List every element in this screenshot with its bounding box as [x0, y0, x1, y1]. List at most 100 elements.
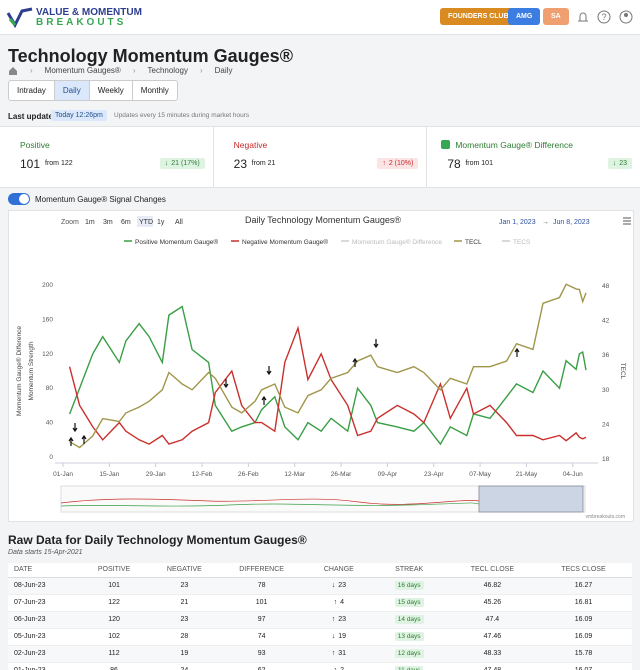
change-value: 31 [338, 650, 346, 657]
zoom-button[interactable]: 1m [85, 219, 95, 226]
table-subtitle: Data starts 15-Apr-2021 [8, 549, 83, 556]
signal-arrow [352, 357, 358, 367]
header-icons[interactable]: ? [574, 9, 634, 25]
signal-arrow [266, 366, 272, 376]
card-value: 78 [447, 157, 461, 171]
legend-label[interactable]: Negative Momentum Gauge® [242, 238, 328, 246]
change-value: 4 [340, 599, 345, 606]
zoom-label: Zoom [61, 219, 79, 226]
streak-badge: 16 days [394, 581, 424, 590]
update-label: Last update [8, 112, 53, 121]
table-cell: 48.33 [483, 650, 502, 657]
change-arrow: ↓ [331, 633, 336, 640]
checkbox[interactable] [441, 140, 451, 149]
delta-arrow: ↓ [164, 160, 169, 167]
zoom-button[interactable]: 6m [121, 219, 131, 226]
toggle[interactable] [8, 193, 30, 205]
card-from: from 122 [45, 160, 73, 167]
delta-value: 23 [619, 160, 628, 167]
streak-badge: 13 days [394, 632, 424, 641]
table-cell: 02-Jun-23 [14, 650, 46, 657]
x-tick-label: 26-Mar [331, 471, 352, 478]
x-tick-label: 09-Apr [378, 471, 398, 478]
table-cell: 120 [108, 616, 120, 623]
delta-pill: ↓ 23 [607, 158, 633, 169]
table-cell: 21 [180, 599, 189, 606]
table-cell: 01-Jun-23 [8, 663, 73, 670]
card-value: 101 [20, 157, 41, 171]
crumb[interactable]: Momentum Gauges® [44, 66, 121, 75]
range-start[interactable]: Jan 1, 2023 [499, 219, 536, 226]
y-tick-label: 160 [42, 316, 53, 323]
legend-label[interactable]: Positive Momentum Gauge® [135, 238, 218, 246]
zoom-button[interactable]: 1y [157, 219, 165, 226]
table-cell: 14 days [369, 612, 450, 628]
y2-axis-title: TECL [619, 363, 626, 380]
column-header: CHANGE [323, 566, 354, 573]
page-title: Technology Momentum Gauges® [8, 46, 293, 66]
chart-title: Daily Technology Momentum Gauges® [245, 215, 401, 225]
tab[interactable]: Weekly [88, 81, 132, 100]
header-button[interactable]: FOUNDERS CLUB [440, 8, 517, 25]
column-header: POSITIVE [97, 566, 131, 573]
x-tick-label: 07-May [469, 471, 491, 478]
table-cell: 23 [180, 582, 189, 589]
home-icon[interactable] [8, 66, 18, 75]
table-cell: 16.81 [574, 599, 593, 606]
table-row: 06-Jun-23 120 23 97 ↑ 23 14 days 47.4 16.09 [8, 612, 632, 629]
top-bar: VALUE & MOMENTUM BREAKOUTS FOUNDERS CLUB… [0, 0, 640, 35]
table-cell: ↑ 4 [309, 595, 368, 611]
menu-icon[interactable] [623, 217, 631, 225]
delta-arrow: ↓ [612, 160, 617, 167]
zoom-button[interactable]: YTD [139, 219, 153, 226]
logo-icon [6, 7, 33, 29]
table-cell: 101 [255, 599, 268, 606]
header-button[interactable]: AMG [508, 8, 541, 25]
y-axis-title: Momentum Gauge® Difference [15, 326, 23, 416]
column-header: STREAK [395, 566, 424, 573]
table-cell: 16.07 [535, 663, 632, 670]
delta-value: 21 (17%) [171, 160, 200, 167]
table-cell: ↑ 31 [309, 646, 368, 662]
x-tick-label: 21-May [516, 471, 538, 478]
change-arrow: ↓ [331, 582, 336, 589]
y-tick-label: 200 [42, 282, 53, 289]
y2-tick-label: 48 [602, 283, 610, 290]
zoom-button[interactable]: All [175, 219, 183, 226]
table-cell: 86 [73, 663, 154, 670]
header-button[interactable]: SA [543, 8, 569, 25]
navigator-trace [60, 502, 480, 507]
legend-label[interactable]: Momentum Gauge® Difference [352, 238, 442, 246]
y2-tick-label: 36 [602, 352, 610, 359]
tab[interactable]: Daily [53, 81, 89, 100]
table-cell: 78 [257, 582, 266, 589]
column-header: NEGATIVE [166, 566, 202, 573]
y-axis-title: Momentum Strength [28, 341, 35, 400]
signal-arrow [223, 379, 229, 389]
chart-panel: Zoom 1m 3m 6m YTD 1y All Daily Technology Momen… [8, 210, 634, 522]
card-from: from 101 [465, 160, 493, 167]
logo-text: BREAKOUTS [36, 17, 127, 28]
table-cell: 06-Jun-23 [14, 616, 46, 623]
table-cell: 102 [108, 633, 120, 640]
column-header: TECS CLOSE [561, 566, 606, 573]
table-cell: ↑2 [309, 663, 368, 670]
crumb-sep: › [30, 66, 33, 75]
tab[interactable]: Monthly [131, 81, 177, 100]
table-cell: 16.27 [574, 582, 593, 589]
crumb[interactable]: Technology [147, 66, 188, 75]
table-cell: 23 [180, 616, 189, 623]
tab[interactable]: Intraday [17, 86, 46, 95]
table-cell: 15.78 [574, 650, 593, 657]
table-title: Raw Data for Daily Technology Momentum G… [8, 533, 307, 547]
navigator-window[interactable] [478, 485, 584, 513]
table-cell: 13 days [369, 629, 450, 645]
y-tick-label: 40 [46, 420, 54, 427]
legend-label[interactable]: TECS [513, 239, 531, 246]
zoom-button[interactable]: 3m [103, 219, 113, 226]
breadcrumb: › Momentum Gauges® › Technology › Daily [8, 66, 232, 75]
legend-label[interactable]: TECL [465, 239, 482, 246]
table-cell: 101 [108, 582, 120, 589]
table-cell: 47.46 [483, 633, 502, 640]
range-end[interactable]: Jun 8, 2023 [553, 219, 590, 226]
